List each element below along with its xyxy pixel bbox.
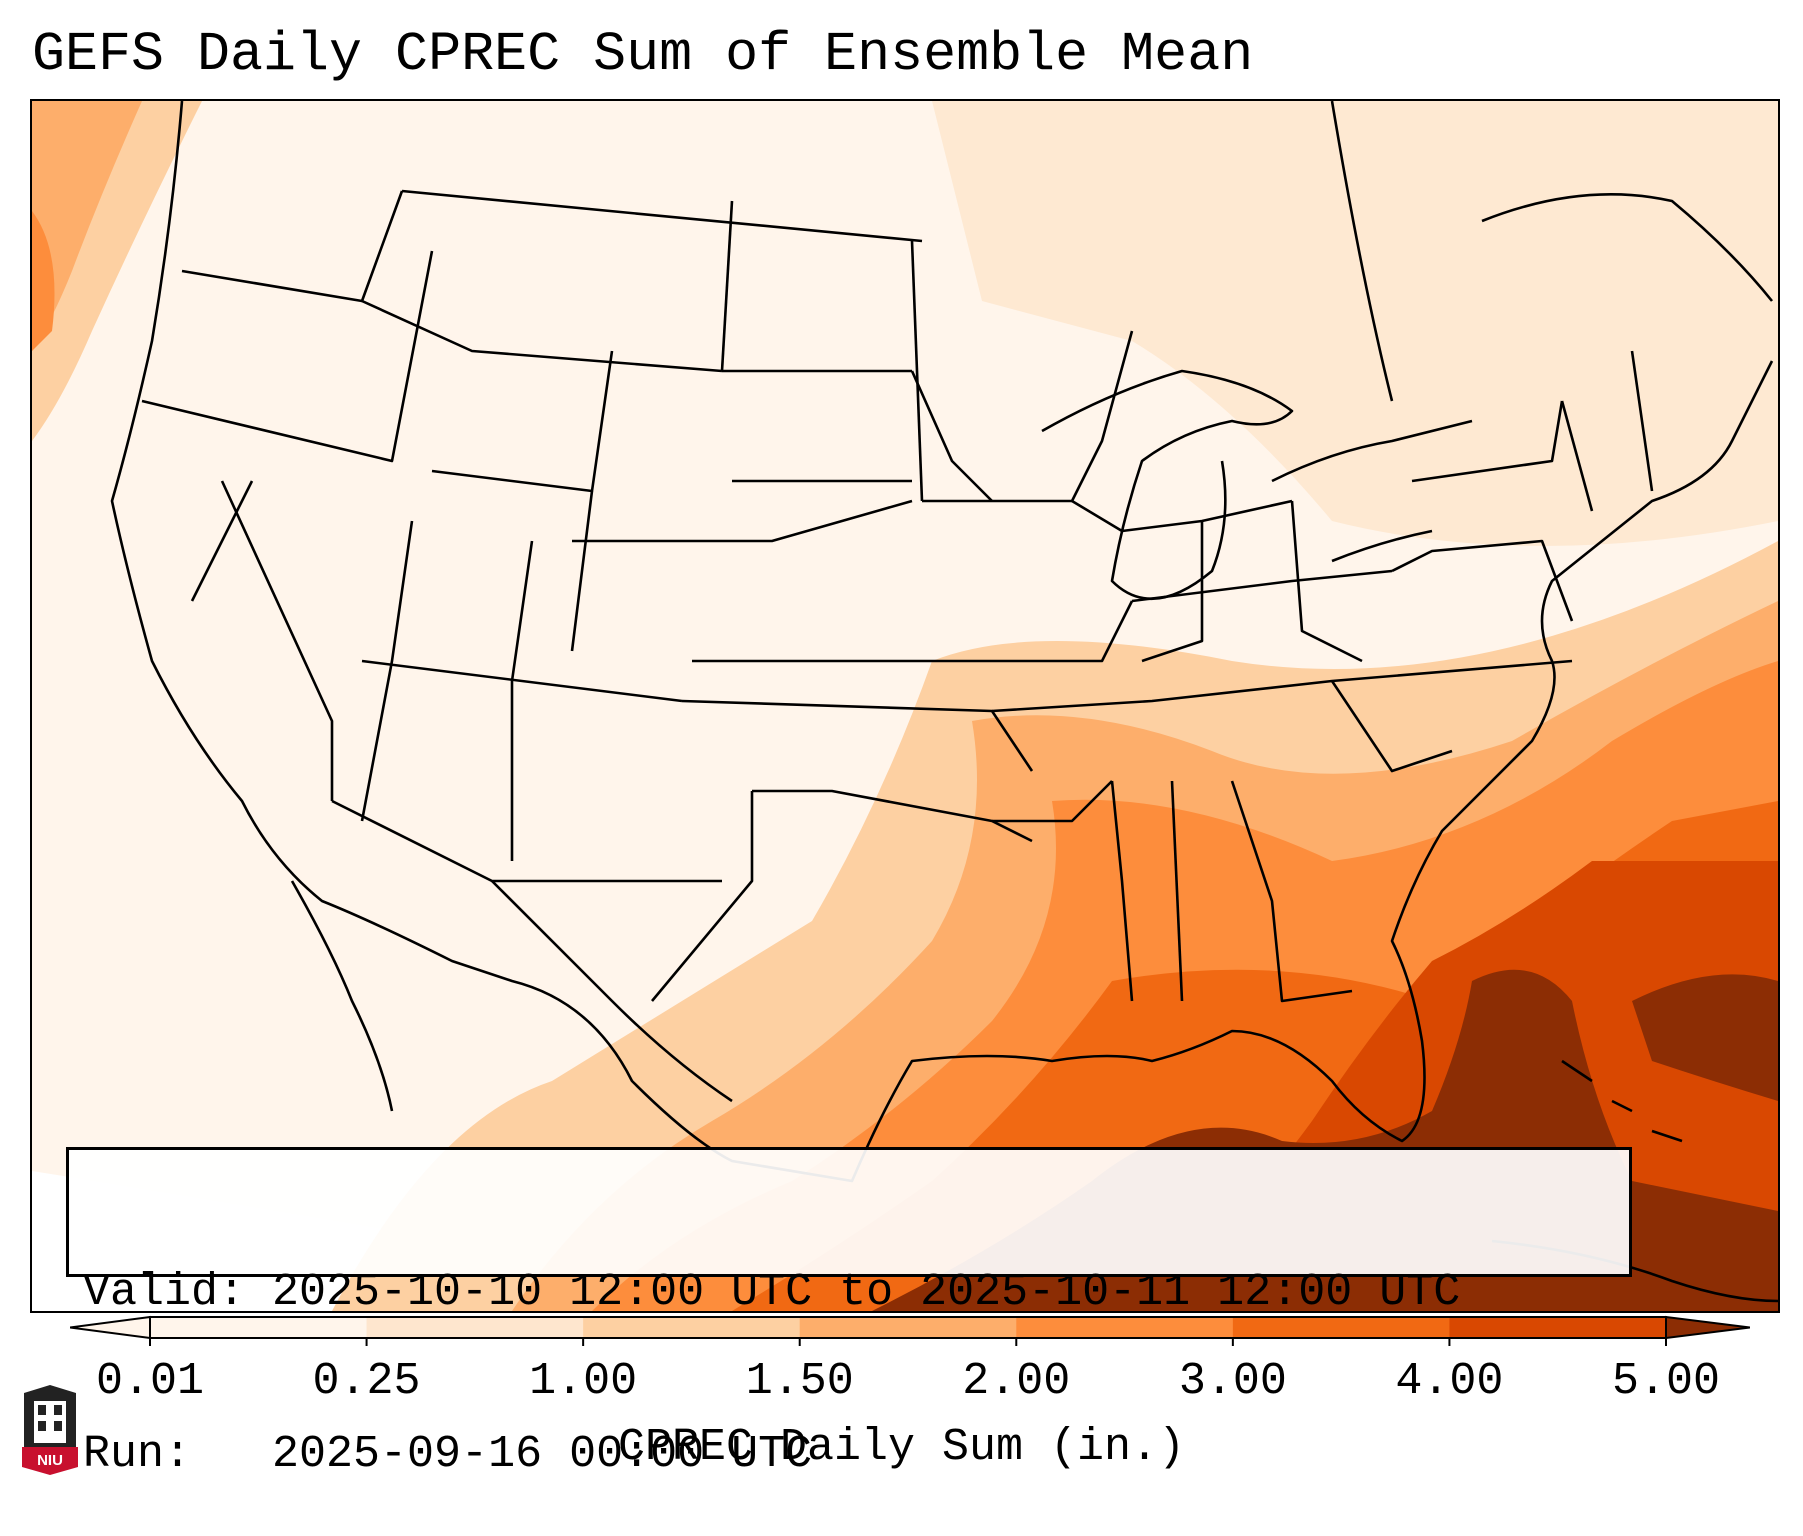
colorbar-segment: [366, 1317, 584, 1338]
colorbar-tick-label: 4.00: [1395, 1356, 1504, 1407]
valid-time-text: Valid: 2025-10-10 12:00 UTC to 2025-10-1…: [83, 1267, 1461, 1318]
colorbar-segment: [1016, 1317, 1234, 1338]
colorbar-outline: [149, 1316, 1667, 1339]
colorbar-label: CPREC Daily Sum (in.): [617, 1422, 1186, 1473]
colorbar-segment: [1449, 1317, 1667, 1338]
colorbar-tick-label: 3.00: [1178, 1356, 1287, 1407]
colorbar-segment: [1232, 1317, 1450, 1338]
colorbar-segment: [583, 1317, 801, 1338]
chart-title: GEFS Daily CPREC Sum of Ensemble Mean: [32, 23, 1254, 86]
colorbar-tick-label: 1.50: [745, 1356, 854, 1407]
colorbar: [70, 1315, 1750, 1346]
run-time-text: Run: 2025-09-16 00:00 UTC: [83, 1429, 813, 1480]
state-borders: [110, 101, 1778, 1303]
colorbar-tick-label: 2.00: [962, 1356, 1071, 1407]
logo-text: NIU: [37, 1452, 63, 1469]
colorbar-tick-label: 1.00: [529, 1356, 638, 1407]
colorbar-extend-max: [1665, 1315, 1750, 1340]
colorbar-tick-label: 0.25: [312, 1356, 421, 1407]
colorbar-extend-min: [70, 1315, 151, 1340]
colorbar-segment: [799, 1317, 1017, 1338]
precip-map: [32, 101, 1778, 1311]
niu-logo: NIU: [22, 1385, 78, 1475]
colorbar-segment: [150, 1317, 368, 1338]
colorbar-tick-label: 0.01: [95, 1356, 205, 1407]
map-frame: [30, 99, 1780, 1313]
valid-run-info-box: Valid: 2025-10-10 12:00 UTC to 2025-10-1…: [66, 1147, 1632, 1480]
colorbar-tick-label: 5.00: [1611, 1356, 1721, 1407]
